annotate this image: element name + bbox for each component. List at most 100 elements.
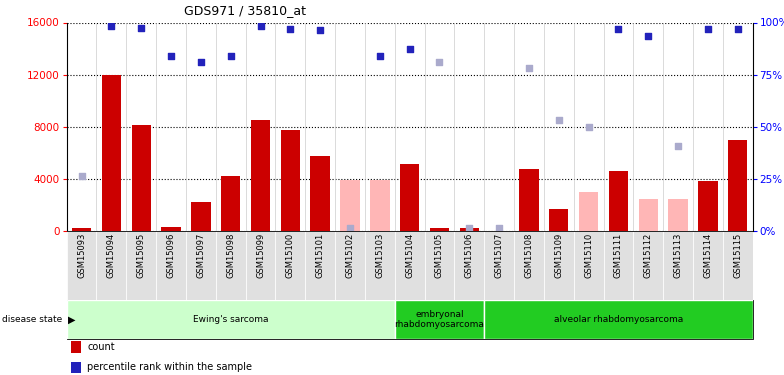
Bar <box>604 231 633 300</box>
Text: count: count <box>87 342 114 352</box>
Bar <box>574 231 604 300</box>
Text: ▶: ▶ <box>68 315 76 325</box>
Bar <box>310 156 330 231</box>
Bar <box>455 231 485 300</box>
Text: GSM15102: GSM15102 <box>346 233 354 278</box>
Text: GSM15112: GSM15112 <box>644 233 653 278</box>
Text: GSM15110: GSM15110 <box>584 233 593 278</box>
FancyBboxPatch shape <box>67 300 394 339</box>
Point <box>583 124 595 130</box>
Bar <box>281 130 300 231</box>
Bar <box>519 170 539 231</box>
FancyBboxPatch shape <box>394 300 485 339</box>
Point <box>731 26 744 32</box>
Bar <box>156 231 186 300</box>
Bar <box>699 181 717 231</box>
Bar <box>430 228 449 231</box>
Text: GSM15095: GSM15095 <box>136 233 146 278</box>
Text: disease state: disease state <box>2 315 63 324</box>
Bar <box>608 171 628 231</box>
Bar <box>728 140 747 231</box>
Bar <box>245 231 275 300</box>
Bar <box>305 231 335 300</box>
Bar <box>394 231 425 300</box>
Bar <box>216 231 245 300</box>
Bar <box>514 231 544 300</box>
Text: GSM15104: GSM15104 <box>405 233 414 278</box>
Point <box>194 58 207 64</box>
Bar <box>693 231 723 300</box>
Point <box>284 26 296 32</box>
Text: GSM15111: GSM15111 <box>614 233 623 278</box>
Text: GSM15094: GSM15094 <box>107 233 116 278</box>
Text: GSM15103: GSM15103 <box>376 233 384 278</box>
Bar <box>579 192 598 231</box>
Text: GSM15097: GSM15097 <box>196 233 205 278</box>
Text: embryonal
rhabdomyosarcoma: embryonal rhabdomyosarcoma <box>394 310 485 329</box>
Point <box>672 143 684 149</box>
Bar <box>370 180 390 231</box>
Bar <box>67 231 96 300</box>
Text: GSM15105: GSM15105 <box>435 233 444 278</box>
Point <box>165 53 177 59</box>
Text: GSM15106: GSM15106 <box>465 233 474 278</box>
Bar <box>162 227 181 231</box>
Text: GSM15113: GSM15113 <box>673 233 683 278</box>
Text: GSM15096: GSM15096 <box>166 233 176 278</box>
Point <box>702 26 714 32</box>
Bar <box>251 120 270 231</box>
Text: alveolar rhabdomyosarcoma: alveolar rhabdomyosarcoma <box>554 315 683 324</box>
Point <box>254 23 267 29</box>
Point <box>343 225 356 231</box>
Bar <box>485 231 514 300</box>
Bar <box>544 231 574 300</box>
Bar <box>723 231 753 300</box>
Bar <box>221 176 241 231</box>
Bar <box>549 209 568 231</box>
Bar <box>400 164 419 231</box>
Text: GSM15098: GSM15098 <box>226 233 235 278</box>
Point <box>403 45 416 51</box>
Text: percentile rank within the sample: percentile rank within the sample <box>87 363 252 372</box>
Text: GSM15101: GSM15101 <box>316 233 325 278</box>
Text: GSM15114: GSM15114 <box>703 233 713 278</box>
Point <box>105 23 118 29</box>
Text: GSM15109: GSM15109 <box>554 233 563 278</box>
Text: GSM15108: GSM15108 <box>524 233 533 278</box>
Bar <box>275 231 305 300</box>
Bar <box>633 231 663 300</box>
Point <box>314 27 326 33</box>
Text: Ewing's sarcoma: Ewing's sarcoma <box>193 315 268 324</box>
Bar <box>132 125 151 231</box>
Bar <box>365 231 394 300</box>
Text: GSM15100: GSM15100 <box>286 233 295 278</box>
Point <box>612 26 625 32</box>
Point <box>463 225 476 231</box>
Point <box>642 33 655 39</box>
Point <box>135 25 147 31</box>
Bar <box>638 200 658 231</box>
Bar <box>425 231 455 300</box>
FancyBboxPatch shape <box>485 300 753 339</box>
Text: GSM15099: GSM15099 <box>256 233 265 278</box>
Bar <box>96 231 126 300</box>
Text: GSM15093: GSM15093 <box>77 233 86 278</box>
Point <box>523 65 535 71</box>
Point <box>224 53 237 59</box>
Point <box>75 173 88 179</box>
Text: GSM15107: GSM15107 <box>495 233 503 278</box>
Bar <box>663 231 693 300</box>
Text: GDS971 / 35810_at: GDS971 / 35810_at <box>184 4 307 17</box>
Bar <box>191 202 211 231</box>
Point <box>553 117 565 123</box>
Bar <box>459 228 479 231</box>
Point <box>434 58 446 64</box>
Text: GSM15115: GSM15115 <box>733 233 742 278</box>
Bar <box>72 228 91 231</box>
Bar <box>335 231 365 300</box>
Point <box>493 225 506 231</box>
Bar <box>126 231 156 300</box>
Point <box>373 53 386 59</box>
Bar <box>669 200 688 231</box>
Bar <box>340 180 360 231</box>
